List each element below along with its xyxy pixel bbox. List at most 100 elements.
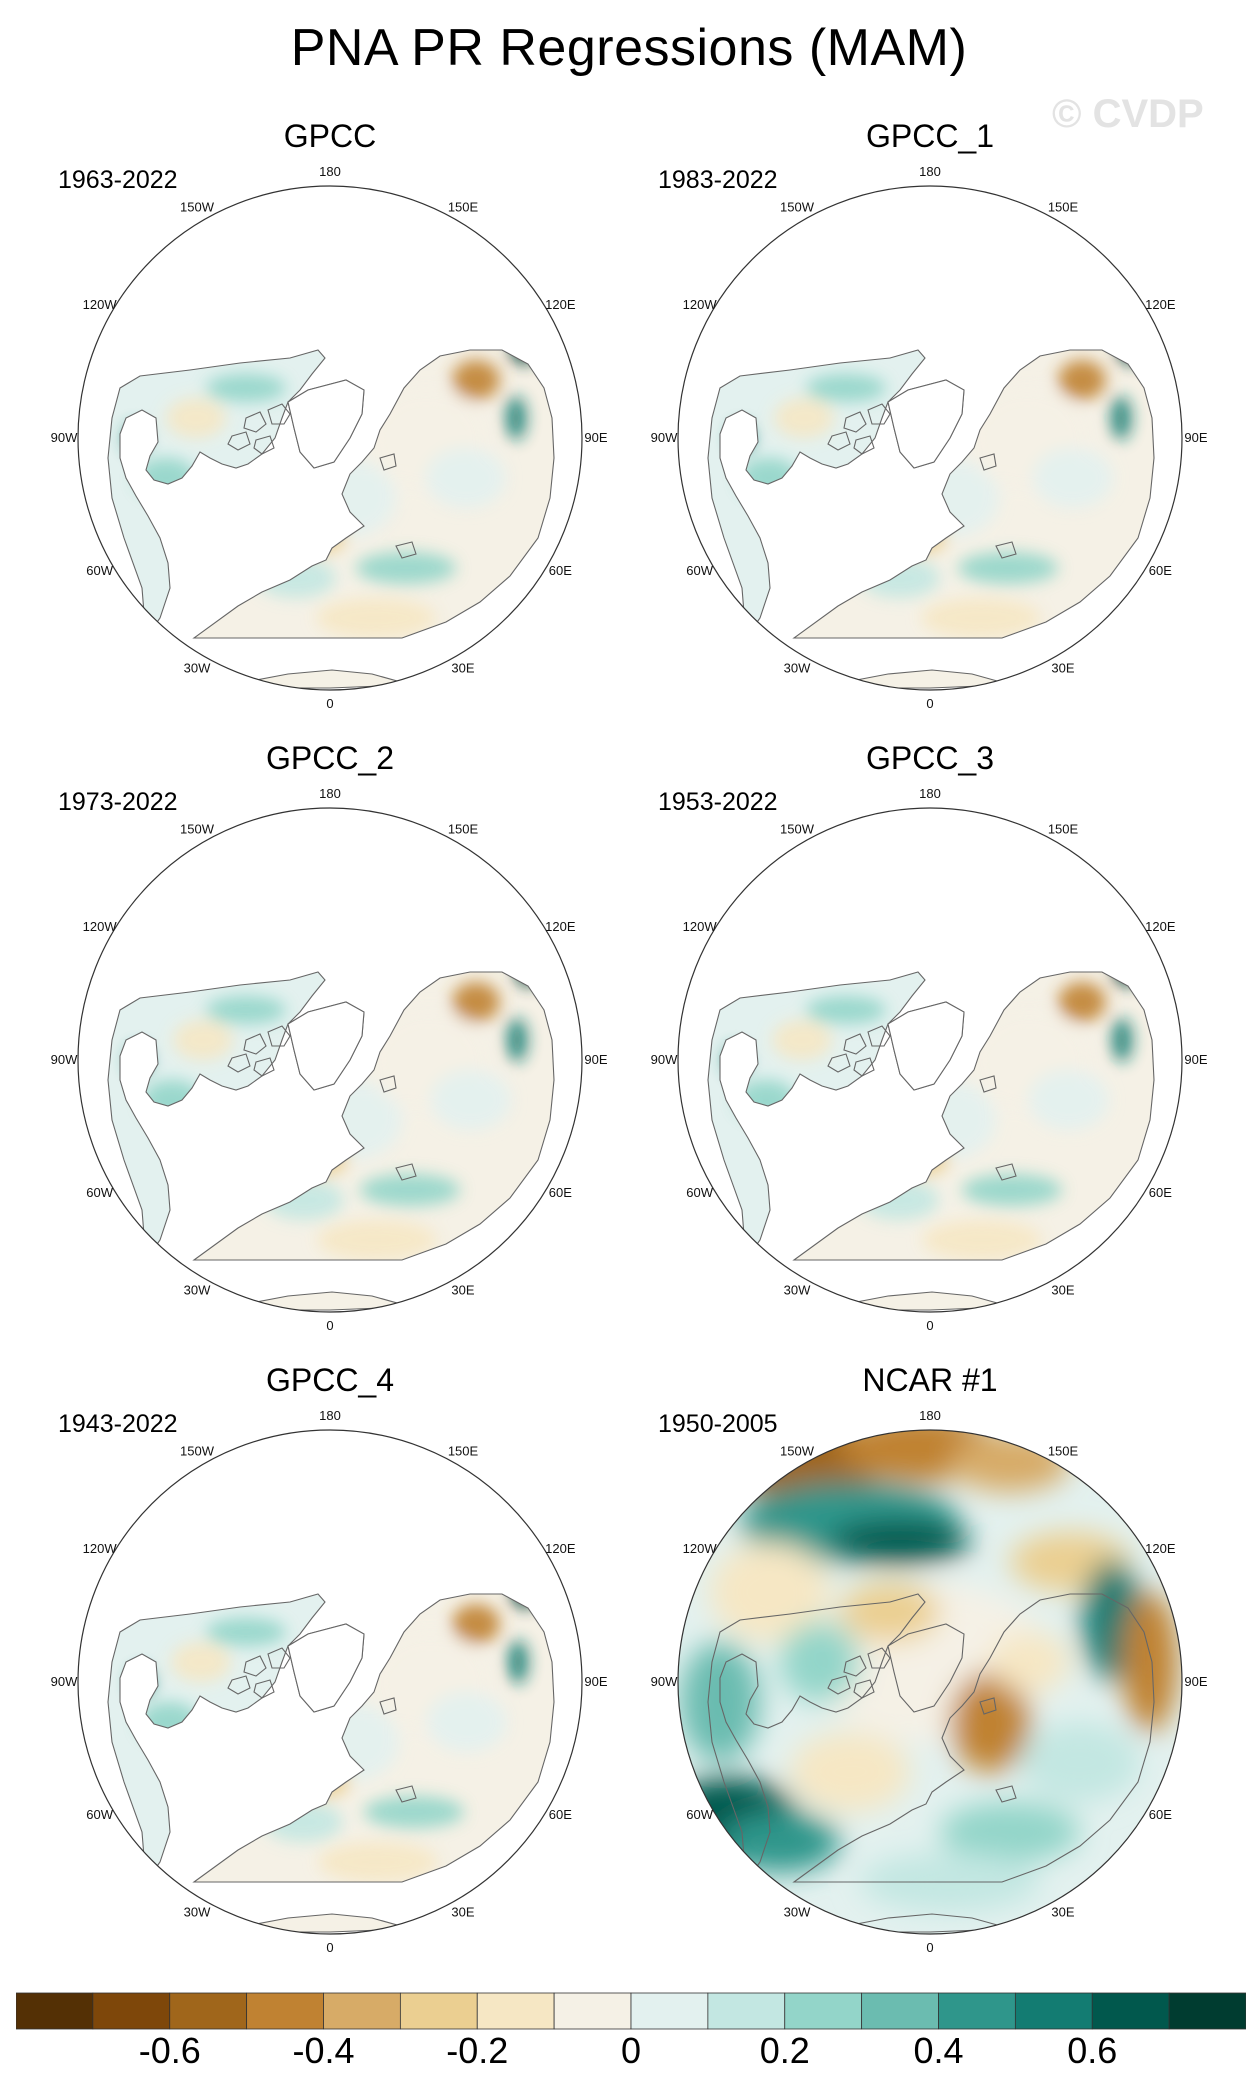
longitude-label: 120E	[545, 1541, 576, 1556]
map-panel-gpcc-2: GPCC_2 1973-2022 180 150E 120E 90E 60E 30E 0 30…	[50, 740, 610, 1350]
panel-period: 1963-2022	[58, 166, 178, 194]
longitude-label: 60E	[1149, 1807, 1172, 1822]
colorbar-tick-label: 0	[620, 2030, 642, 2071]
longitude-label: 30W	[784, 1904, 811, 1919]
longitude-label: 90W	[51, 430, 78, 445]
colorbar-swatch	[630, 1992, 709, 2030]
panel-title: GPCC	[283, 118, 377, 154]
longitude-label: 150W	[780, 200, 815, 215]
longitude-label: 120W	[83, 297, 118, 312]
longitude-label: 60W	[686, 563, 713, 578]
map-panel-gpcc-1: GPCC_1 1983-2022 180 150E 120E 90E 60E 30E 0 30…	[650, 118, 1210, 728]
colorbar-swatch	[169, 1992, 248, 2030]
longitude-label: 90W	[651, 1052, 678, 1067]
longitude-label: 90W	[51, 1674, 78, 1689]
longitude-label: 0	[326, 1318, 333, 1333]
longitude-label: 30W	[184, 660, 211, 675]
longitude-label: 120E	[1145, 919, 1176, 934]
longitude-label: 90E	[1184, 430, 1207, 445]
polar-map: 180 150E 120E 90E 60E 30E 0 30W 60W 90W 120W 150W	[51, 786, 608, 1333]
longitude-label: 30W	[784, 1282, 811, 1297]
polar-map: 180 150E 120E 90E 60E 30E 0 30W 60W 90W 120W 150W	[651, 164, 1208, 711]
longitude-label: 150W	[180, 200, 215, 215]
panel-period: 1953-2022	[658, 788, 778, 816]
map-border	[677, 185, 1183, 691]
longitude-label: 90E	[1184, 1052, 1207, 1067]
longitude-label: 180	[319, 1408, 341, 1423]
colorbar-tick-label: -0.6	[138, 2030, 201, 2071]
longitude-label: 180	[919, 786, 941, 801]
panel-title: NCAR #1	[862, 1362, 998, 1398]
longitude-label: 0	[326, 1940, 333, 1955]
longitude-label: 0	[926, 696, 933, 711]
map-border	[677, 807, 1183, 1313]
longitude-label: 30E	[451, 1904, 474, 1919]
longitude-label: 60W	[686, 1807, 713, 1822]
colorbar-swatch	[707, 1992, 786, 2030]
colorbar	[15, 1992, 1247, 2030]
colorbar-tick-label: 0.4	[913, 2030, 964, 2071]
longitude-label: 0	[926, 1318, 933, 1333]
polar-map: 180 150E 120E 90E 60E 30E 0 30W 60W 90W 120W 150W	[651, 1408, 1208, 1955]
colorbar-swatch	[399, 1992, 478, 2030]
colorbar-swatch	[861, 1992, 939, 2030]
longitude-label: 30E	[1051, 1904, 1074, 1919]
longitude-label: 150E	[1048, 200, 1079, 215]
longitude-label: 150E	[448, 200, 479, 215]
cvdp-watermark: © CVDP	[1052, 92, 1204, 136]
colorbar-swatch	[476, 1992, 555, 2030]
longitude-label: 90W	[651, 1674, 678, 1689]
longitude-label: 90W	[651, 430, 678, 445]
map-border	[677, 1429, 1183, 1935]
longitude-label: 180	[919, 164, 941, 179]
longitude-label: 90W	[51, 1052, 78, 1067]
coastlines	[707, 1593, 1155, 1933]
longitude-label: 150W	[780, 1444, 815, 1459]
map-panel-gpcc-3: GPCC_3 1953-2022 180 150E 120E 90E 60E 30E 0 30…	[650, 740, 1210, 1350]
map-border	[77, 185, 583, 691]
panel-title: GPCC_1	[865, 118, 995, 154]
panel-title: GPCC_2	[265, 740, 395, 776]
longitude-label: 60E	[549, 563, 572, 578]
longitude-label: 0	[326, 696, 333, 711]
longitude-label: 150E	[1048, 822, 1079, 837]
map-field	[707, 958, 1155, 1311]
longitude-label: 150W	[780, 822, 815, 837]
longitude-label: 30E	[451, 1282, 474, 1297]
longitude-label: 120W	[683, 919, 718, 934]
longitude-label: 90E	[1184, 1674, 1207, 1689]
longitude-label: 120W	[83, 1541, 118, 1556]
longitude-label: 120E	[545, 919, 576, 934]
longitude-label: 30W	[184, 1904, 211, 1919]
longitude-label: 90E	[584, 430, 607, 445]
colorbar-swatch	[92, 1992, 171, 2030]
longitude-label: 30E	[451, 660, 474, 675]
panel-title: GPCC_4	[265, 1362, 395, 1398]
panel-title: GPCC_3	[865, 740, 995, 776]
longitude-label: 120E	[1145, 297, 1176, 312]
map-field	[707, 336, 1155, 689]
longitude-label: 120W	[683, 1541, 718, 1556]
map-field	[678, 1430, 1182, 1934]
longitude-label: 150W	[180, 822, 215, 837]
colorbar-swatch	[1091, 1992, 1170, 2030]
panel-period: 1950-2005	[658, 1410, 778, 1438]
colorbar-tick-label: 0.2	[759, 2030, 810, 2071]
panel-period: 1973-2022	[58, 788, 178, 816]
map-border	[77, 1429, 583, 1935]
polar-map: 180 150E 120E 90E 60E 30E 0 30W 60W 90W 120W 150W	[51, 164, 608, 711]
longitude-label: 30E	[1051, 1282, 1074, 1297]
longitude-label: 30W	[784, 660, 811, 675]
figure-title: PNA PR Regressions (MAM)	[290, 19, 968, 77]
map-border	[77, 807, 583, 1313]
map-panel-ncar-1: NCAR #1 1950-2005 180 150E 120E 90E 60E 30E 0 3…	[650, 1362, 1210, 1972]
colorbar-swatch	[553, 1992, 632, 2030]
longitude-label: 90E	[584, 1674, 607, 1689]
colorbar-tick-label: 0.6	[1067, 2030, 1118, 2071]
panel-period: 1943-2022	[58, 1410, 178, 1438]
colorbar-swatch	[1168, 1992, 1247, 2030]
longitude-label: 60W	[86, 1185, 113, 1200]
longitude-label: 90E	[584, 1052, 607, 1067]
colorbar-swatch	[938, 1992, 1016, 2030]
longitude-label: 60W	[86, 563, 113, 578]
